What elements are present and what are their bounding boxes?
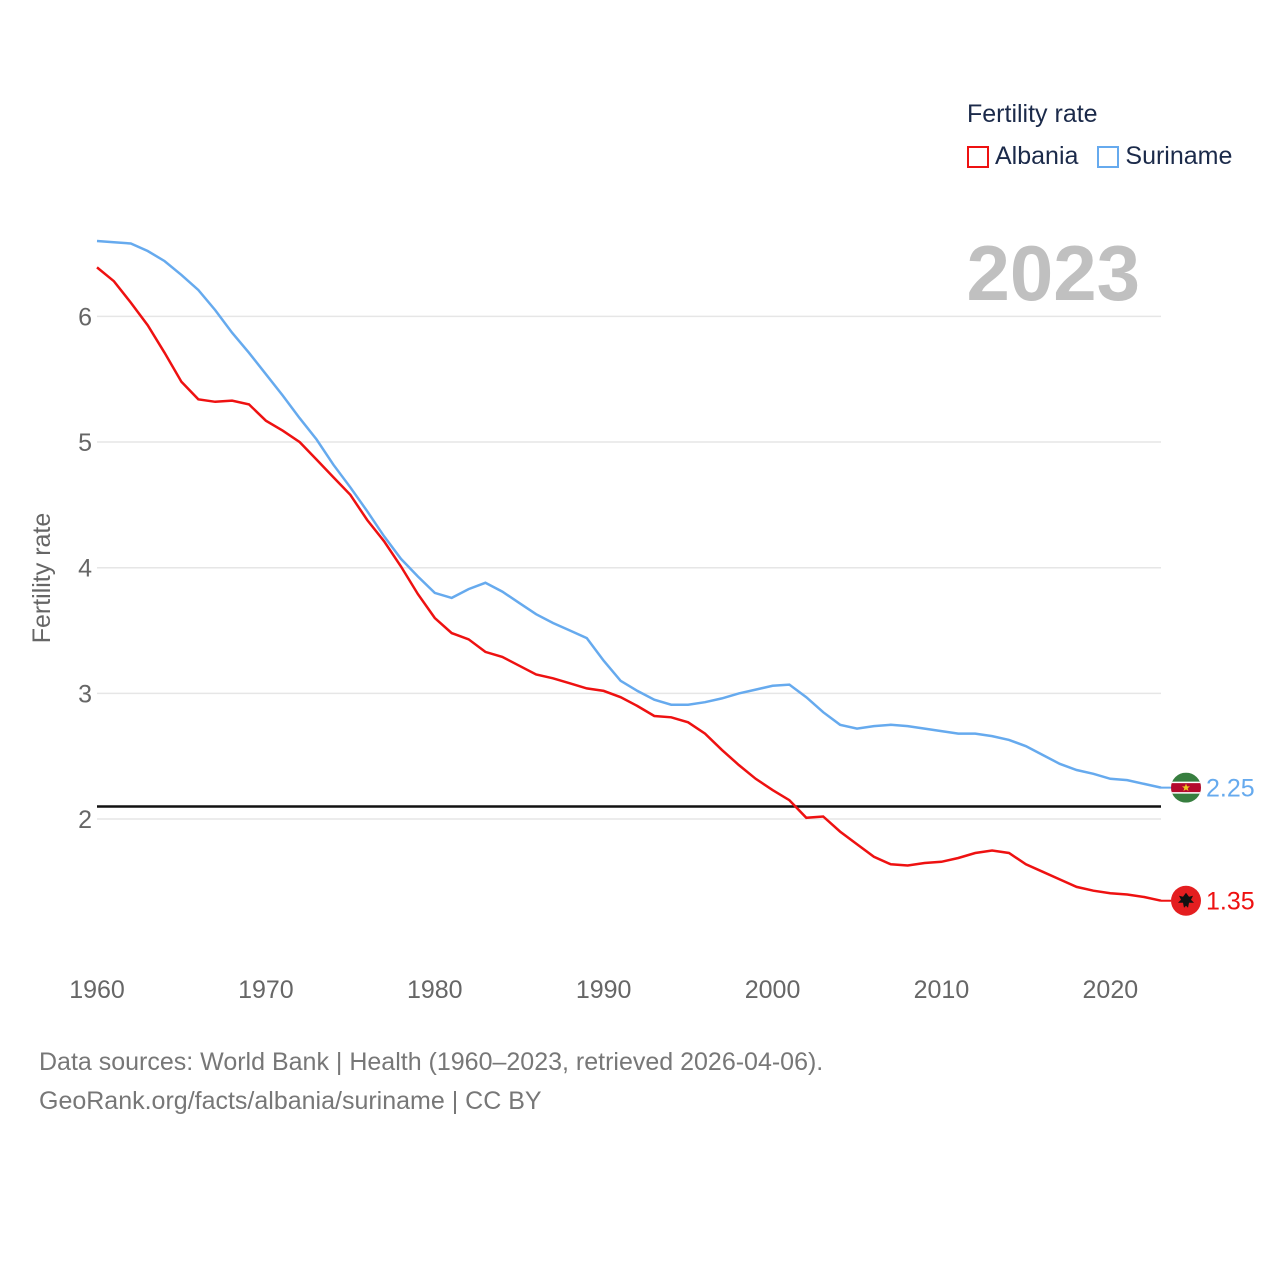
series-line-suriname — [96, 239, 1162, 789]
legend-label-suriname: Suriname — [1125, 142, 1233, 170]
y-axis-ticks: 2 3 4 5 6 — [78, 303, 92, 834]
series-line-albania — [96, 266, 1162, 902]
grid — [97, 315, 1161, 820]
y-tick-label: 2 — [78, 806, 92, 834]
legend-title: Fertility rate — [967, 100, 1098, 128]
footer: Data sources: World Bank | Health (1960–… — [39, 1043, 823, 1121]
legend-item-suriname[interactable]: Suriname — [1097, 142, 1232, 171]
y-tick-label: 6 — [78, 303, 92, 331]
y-tick-label: 5 — [78, 429, 92, 457]
legend-swatch-albania — [967, 145, 989, 168]
x-tick-label: 1990 — [576, 976, 632, 1004]
x-tick-label: 1960 — [69, 976, 125, 1004]
x-tick-label: 2010 — [914, 976, 970, 1004]
legend: Albania Suriname — [967, 142, 1251, 171]
end-label-albania: 1.35 — [1206, 888, 1255, 916]
x-tick-label: 2000 — [745, 976, 801, 1004]
y-tick-label: 4 — [78, 555, 92, 583]
end-label-suriname: 2.25 — [1206, 775, 1255, 803]
data-sources-text: Data sources: World Bank | Health (1960–… — [39, 1048, 824, 1076]
year-watermark: 2023 — [966, 229, 1140, 317]
y-tick-label: 3 — [78, 680, 92, 708]
x-tick-label: 1970 — [238, 976, 294, 1004]
legend-label-albania: Albania — [995, 142, 1079, 170]
y-axis-label: Fertility rate — [28, 513, 56, 644]
suriname-flag-icon — [1171, 772, 1201, 803]
legend-item-albania[interactable]: Albania — [967, 142, 1078, 171]
x-axis-ticks: 1960 1970 1980 1990 2000 2010 2020 — [69, 976, 1138, 1004]
x-tick-label: 1980 — [407, 976, 463, 1004]
albania-flag-icon — [1171, 885, 1201, 916]
attribution-text: GeoRank.org/facts/albania/suriname | CC … — [39, 1087, 542, 1115]
legend-swatch-suriname — [1097, 145, 1120, 168]
x-tick-label: 2020 — [1083, 976, 1139, 1004]
